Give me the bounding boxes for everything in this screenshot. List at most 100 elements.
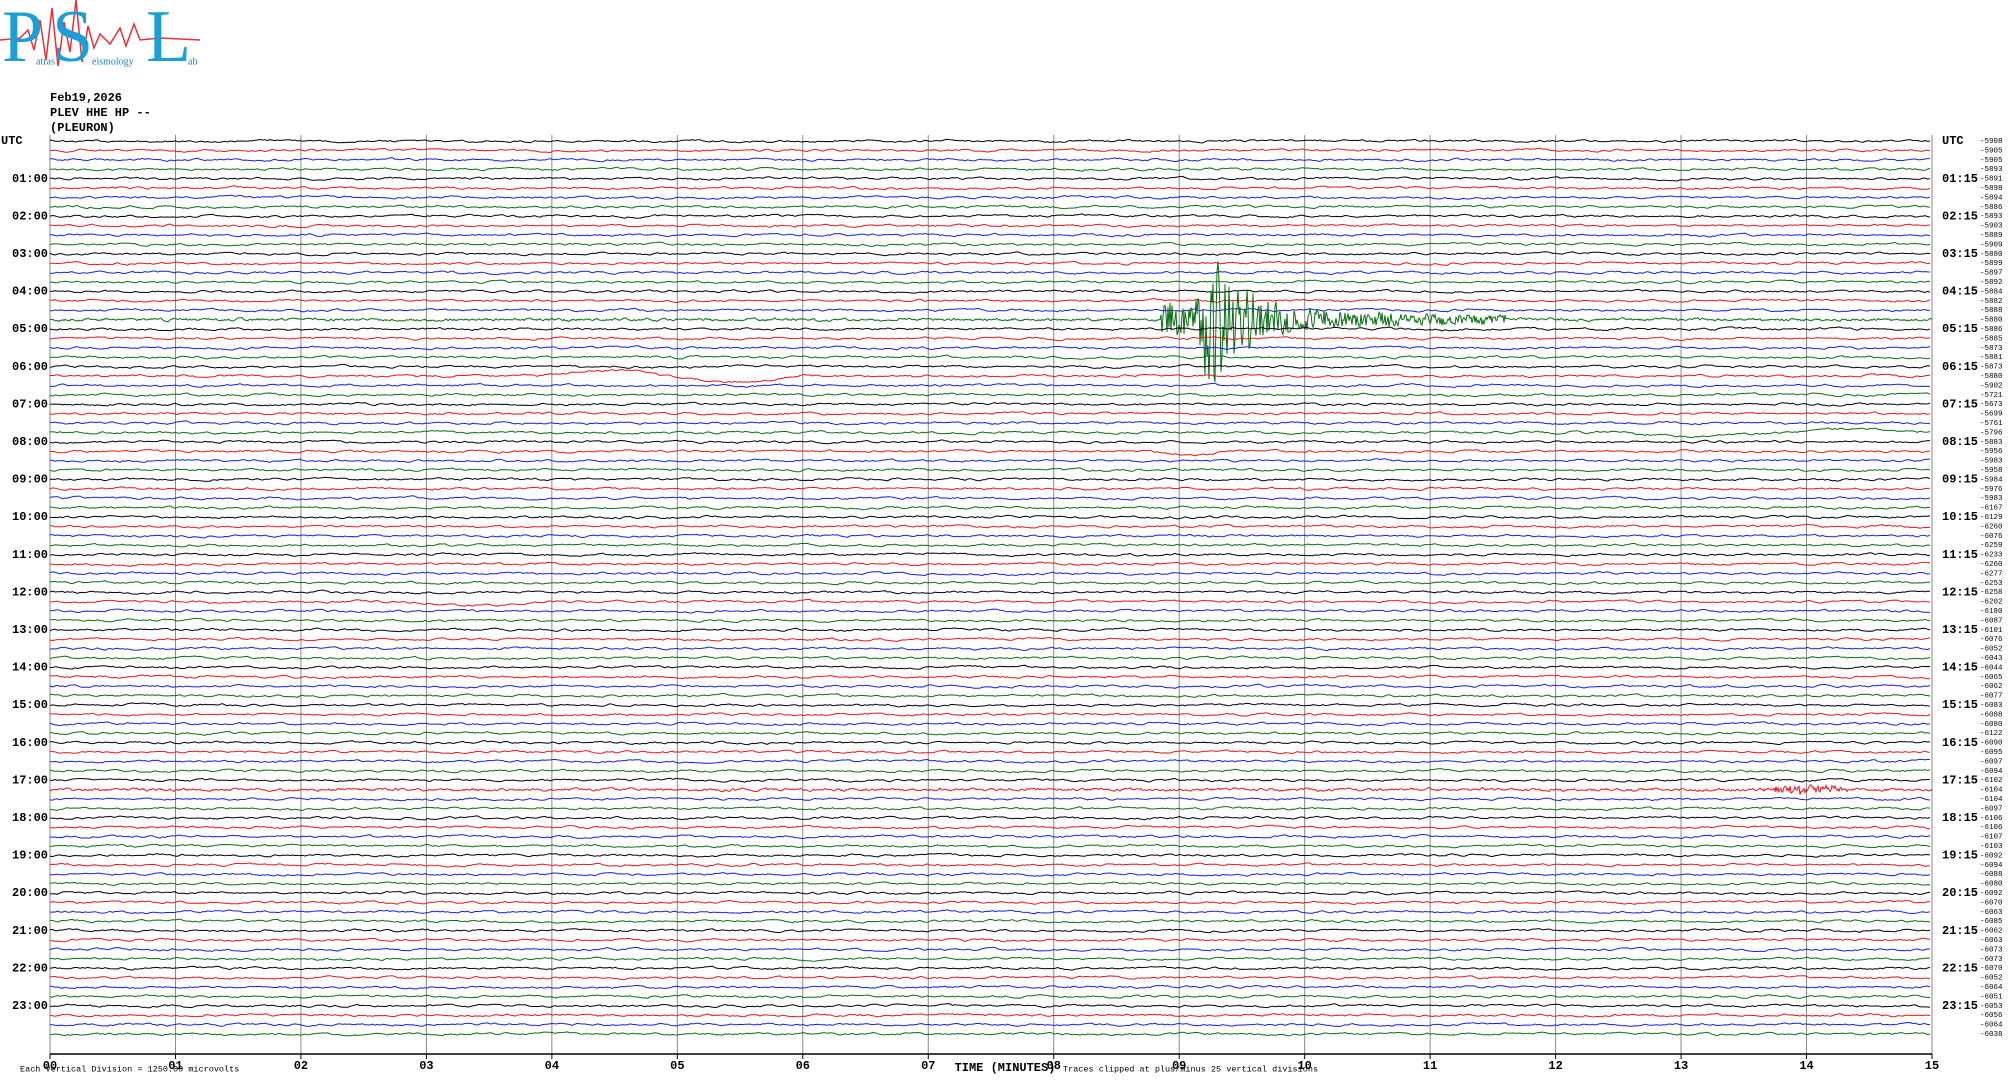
left-time-label: 07:00 bbox=[12, 397, 48, 411]
x-tick-label: 12 bbox=[1548, 1059, 1562, 1073]
x-tick-label: 02 bbox=[294, 1059, 308, 1073]
right-time-label: 23:15 bbox=[1942, 999, 1978, 1013]
traces bbox=[49, 138, 1933, 1037]
trace bbox=[49, 467, 1931, 473]
trace-offset: -5903 bbox=[1980, 223, 2003, 231]
trace bbox=[49, 486, 1931, 492]
right-time-label: 17:15 bbox=[1942, 773, 1978, 787]
trace bbox=[49, 288, 1931, 294]
trace bbox=[49, 401, 1931, 407]
trace-offset: -5873 bbox=[1980, 345, 2003, 353]
x-tick-label: 05 bbox=[670, 1059, 684, 1073]
trace-offset: -6085 bbox=[1980, 918, 2003, 926]
trace bbox=[49, 147, 1931, 154]
left-time-label: 11:00 bbox=[12, 548, 48, 562]
trace bbox=[49, 758, 1931, 764]
trace bbox=[49, 270, 1931, 276]
trace bbox=[49, 993, 1931, 999]
trace-offset: -5897 bbox=[1980, 270, 2003, 278]
trace bbox=[49, 336, 1931, 342]
trace-offset: -6052 bbox=[1980, 975, 2003, 983]
x-tick-label: 01 bbox=[168, 1059, 182, 1073]
x-tick-label: 10 bbox=[1297, 1059, 1311, 1073]
trace-offset: -6076 bbox=[1980, 533, 2003, 541]
trace-offset: -5976 bbox=[1980, 486, 2003, 494]
trace-offset: -5886 bbox=[1980, 326, 2003, 334]
trace-offset: -6259 bbox=[1980, 542, 2003, 550]
trace bbox=[49, 427, 1931, 439]
trace-offset: -6063 bbox=[1980, 937, 2003, 945]
trace-offset: -6104 bbox=[1980, 787, 2003, 795]
trace-offset: -5721 bbox=[1980, 392, 2003, 400]
right-time-label: 19:15 bbox=[1942, 849, 1978, 863]
logo: P atras S eismology L ab bbox=[0, 0, 201, 78]
trace-offset: -5873 bbox=[1980, 364, 2003, 372]
trace-offset: -6073 bbox=[1980, 946, 2003, 954]
trace-offset: -5888 bbox=[1980, 307, 2003, 315]
trace bbox=[49, 852, 1931, 858]
trace bbox=[49, 298, 1931, 304]
trace-offset: -6064 bbox=[1980, 984, 2003, 992]
left-time-label: 14:00 bbox=[12, 661, 48, 675]
trace-offset: -6107 bbox=[1980, 834, 2003, 842]
trace-offset: -6090 bbox=[1980, 740, 2003, 748]
trace-offset: -6094 bbox=[1980, 862, 2003, 870]
trace-offset: -5882 bbox=[1980, 298, 2003, 306]
trace-offset: -5908 bbox=[1980, 138, 2003, 146]
trace bbox=[49, 984, 1931, 990]
trace-offset: -6277 bbox=[1980, 570, 2003, 578]
trace-offset: -6044 bbox=[1980, 664, 2003, 672]
trace bbox=[49, 899, 1931, 906]
trace-offset: -6080 bbox=[1980, 881, 2003, 889]
trace-offset: -6080 bbox=[1980, 721, 2003, 729]
trace bbox=[49, 843, 1931, 849]
right-time-label: 08:15 bbox=[1942, 435, 1978, 449]
trace bbox=[49, 815, 1931, 821]
trace-offset: -5699 bbox=[1980, 411, 2003, 419]
trace-offset: -6063 bbox=[1980, 909, 2003, 917]
left-time-label: 22:00 bbox=[12, 961, 48, 975]
trace-offset: -6103 bbox=[1980, 843, 2003, 851]
trace bbox=[49, 1012, 1931, 1018]
trace-offset: -6053 bbox=[1980, 1003, 2003, 1011]
trace bbox=[49, 918, 1931, 924]
left-time-label: 23:00 bbox=[12, 999, 48, 1013]
right-time-label: 06:15 bbox=[1942, 360, 1978, 374]
trace-offset: -6167 bbox=[1980, 505, 2003, 513]
trace-offset: -6122 bbox=[1980, 730, 2003, 738]
left-time-label: 19:00 bbox=[12, 849, 48, 863]
trace bbox=[49, 420, 1931, 426]
trace-offset: -6097 bbox=[1980, 805, 2003, 813]
trace bbox=[49, 185, 1931, 191]
trace-offset: -6088 bbox=[1980, 871, 2003, 879]
trace bbox=[49, 617, 1931, 624]
right-time-label: 02:15 bbox=[1942, 209, 1978, 223]
trace bbox=[50, 307, 1930, 313]
right-time-label: 21:15 bbox=[1942, 924, 1978, 938]
right-time-label: 18:15 bbox=[1942, 811, 1978, 825]
trace bbox=[49, 251, 1931, 257]
trace-offset: -6202 bbox=[1980, 599, 2003, 607]
left-time-label: 02:00 bbox=[12, 209, 48, 223]
trace-offset: -5883 bbox=[1980, 439, 2003, 447]
x-title: TIME (MINUTES) bbox=[955, 1061, 1056, 1075]
trace bbox=[49, 777, 1930, 783]
trace-offset: -5796 bbox=[1980, 429, 2003, 437]
trace-offset: -6056 bbox=[1980, 1012, 2003, 1020]
trace-offset: -6092 bbox=[1980, 890, 2003, 898]
trace-offset: -6052 bbox=[1980, 646, 2003, 654]
left-time-label: 09:00 bbox=[12, 473, 48, 487]
trace bbox=[49, 655, 1931, 661]
trace bbox=[49, 194, 1931, 200]
trace bbox=[49, 739, 1931, 746]
left-time-label: 10:00 bbox=[12, 510, 48, 524]
trace bbox=[49, 552, 1931, 558]
left-time-label: 06:00 bbox=[12, 360, 48, 374]
trace-offset: -5891 bbox=[1980, 176, 2003, 184]
x-tick-label: 15 bbox=[1925, 1059, 1939, 1073]
left-time-label: 16:00 bbox=[12, 736, 48, 750]
trace bbox=[49, 712, 1931, 717]
trace-offset: -6258 bbox=[1980, 589, 2003, 597]
trace bbox=[50, 974, 1931, 981]
